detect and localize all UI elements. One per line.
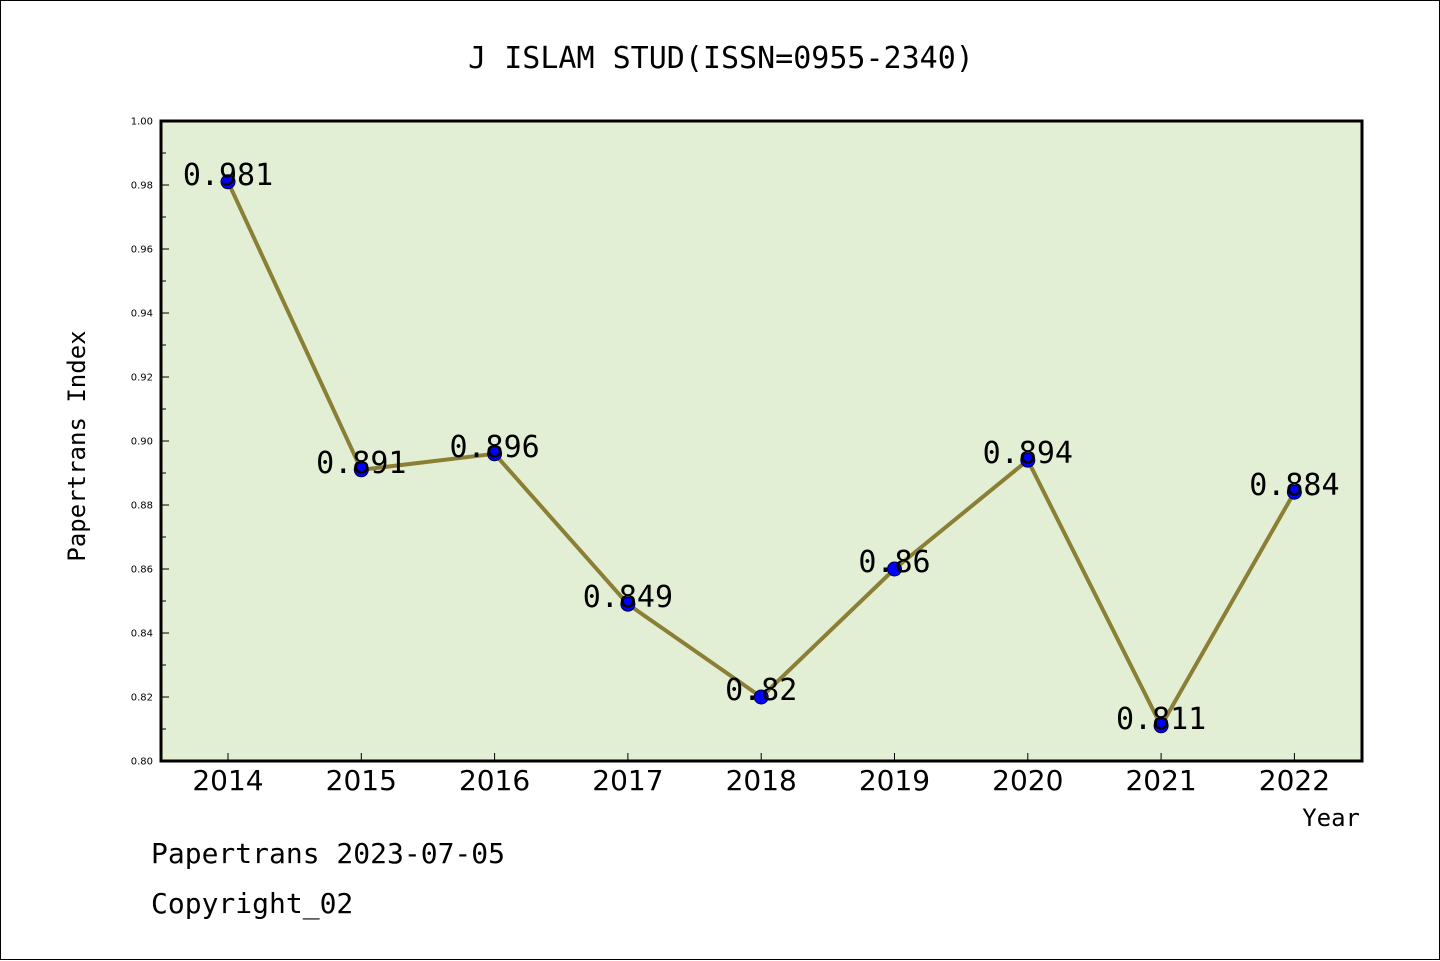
y-tick-label: 0.84 <box>131 629 153 640</box>
data-point <box>487 446 503 462</box>
y-axis: 0.80 0.82 0.84 0.86 0.88 0.90 0.92 0.94 0.96 0.98… <box>131 117 169 768</box>
data-point <box>753 689 769 705</box>
x-tick-label: 2019 <box>859 764 930 797</box>
series: 0.981 0.891 0.896 0.849 0.82 0.86 0.894 0.811 0.… <box>183 158 1340 737</box>
y-tick-label: 1.00 <box>131 117 153 128</box>
data-point <box>887 561 902 577</box>
y-tick-label: 0.96 <box>131 245 153 256</box>
y-tick-label: 0.98 <box>131 181 153 192</box>
data-label: 0.811 <box>1116 702 1206 737</box>
data-label: 0.86 <box>858 545 930 580</box>
x-tick-label: 2021 <box>1125 764 1196 797</box>
x-axis: 2014 2015 2016 2017 2018 2019 2020 2021 2022 <box>192 753 1330 797</box>
y-tick-label: 0.80 <box>131 757 153 768</box>
y-axis-title: Papertrans Index <box>63 330 91 561</box>
data-label: 0.849 <box>583 580 673 615</box>
x-tick-label: 2017 <box>592 764 663 797</box>
x-tick-label: 2015 <box>326 764 397 797</box>
data-point <box>1153 718 1169 734</box>
x-tick-label: 2022 <box>1259 764 1330 797</box>
data-label: 0.896 <box>449 430 539 465</box>
data-point <box>353 462 369 478</box>
data-label: 0.82 <box>725 673 797 708</box>
data-label: 0.981 <box>183 158 273 193</box>
y-tick-label: 0.88 <box>131 501 153 512</box>
x-tick-label: 2018 <box>726 764 797 797</box>
y-tick-label: 0.92 <box>131 373 153 384</box>
y-tick-label: 0.90 <box>131 437 153 448</box>
data-point <box>220 174 236 190</box>
x-tick-label: 2020 <box>992 764 1063 797</box>
data-label: 0.884 <box>1249 468 1339 503</box>
x-axis-title: Year <box>1302 804 1360 832</box>
data-label: 0.894 <box>983 436 1073 471</box>
x-tick-label: 2014 <box>192 764 263 797</box>
data-point <box>1286 484 1302 500</box>
chart-title: J ISLAM STUD(ISSN=0955-2340) <box>468 41 974 76</box>
data-point <box>1020 452 1036 468</box>
data-point <box>620 596 636 612</box>
footer-date: Papertrans 2023-07-05 <box>151 837 506 870</box>
data-label: 0.891 <box>316 446 406 481</box>
y-tick-label: 0.82 <box>131 693 153 704</box>
footer-copyright: Copyright_02 <box>151 887 354 920</box>
y-tick-label: 0.86 <box>131 565 153 576</box>
y-tick-label: 0.94 <box>131 309 153 320</box>
plot-area <box>159 119 1364 763</box>
x-tick-label: 2016 <box>459 764 530 797</box>
